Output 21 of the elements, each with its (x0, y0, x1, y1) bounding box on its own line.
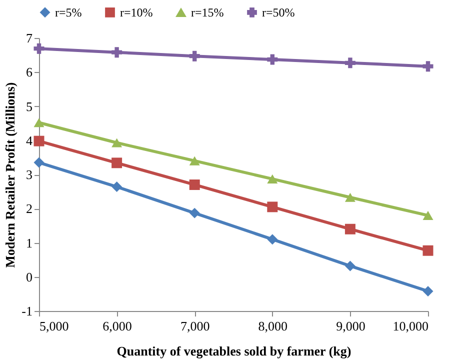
y-tick-label: 4 (26, 132, 33, 148)
y-tick-label: 5 (26, 98, 32, 114)
y-tick-label: 2 (26, 201, 32, 216)
y-tick-label: 0 (26, 269, 32, 284)
y-tick-label: -1 (22, 304, 32, 318)
y-tick-label: 7 (26, 30, 33, 46)
legend-label: r=15% (191, 6, 224, 20)
y-tick-label: 3 (26, 167, 32, 182)
x-axis-title: Quantity of vegetables sold by farmer (kg) (116, 344, 352, 358)
legend-label: r=50% (262, 5, 295, 20)
x-tick-label: 5,000 (40, 318, 69, 334)
x-tick-label: 6,000 (102, 318, 132, 334)
x-tick-label: 8,000 (258, 318, 288, 334)
x-tick-label: 7,000 (180, 318, 210, 334)
x-tick-label: 10,000 (392, 318, 428, 334)
legend-label: r=10% (120, 5, 153, 20)
legend-label: r=5% (55, 5, 82, 20)
y-tick-label: 1 (26, 235, 32, 250)
y-tick-label: 6 (26, 64, 33, 80)
x-tick-label: 9,000 (336, 318, 366, 334)
y-axis-title: Modern Retailer Profit (Millions) (2, 82, 18, 268)
